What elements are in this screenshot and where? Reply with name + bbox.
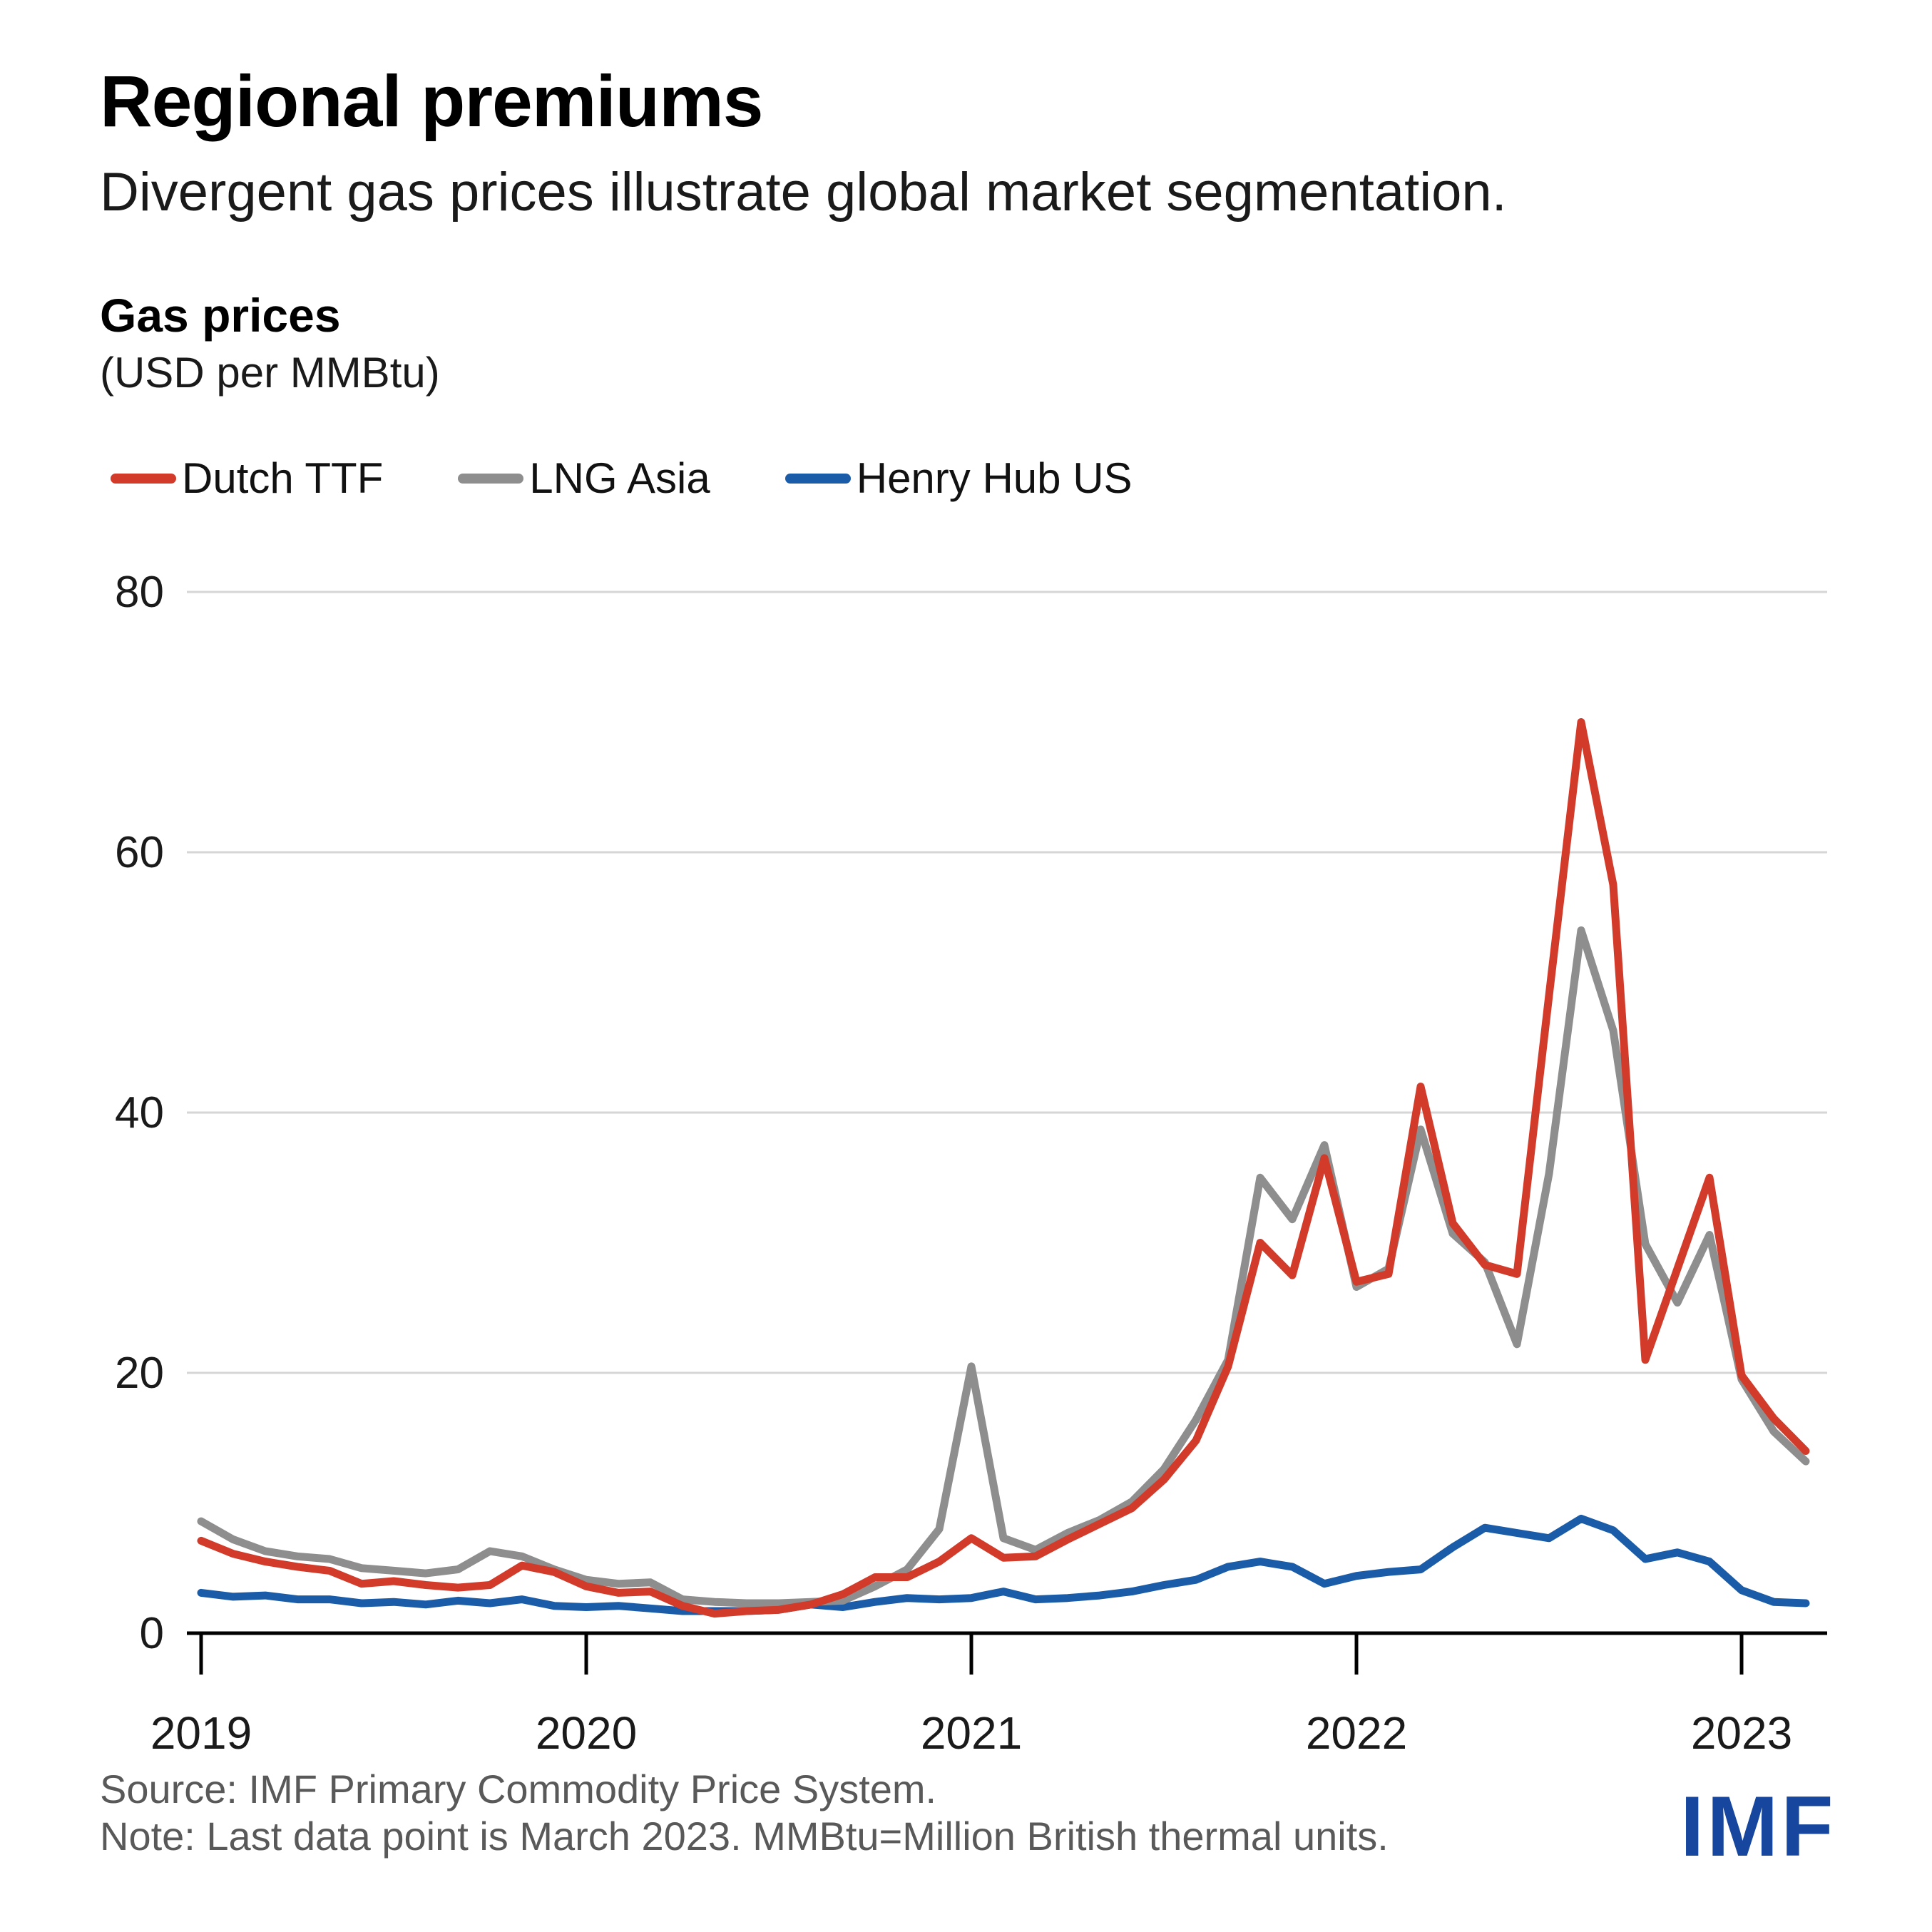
y-axis-label-0: 0 — [140, 1609, 164, 1658]
y-axis-label-60: 60 — [115, 828, 164, 877]
chart-heading: Gas prices — [100, 289, 341, 342]
legend-item-lng-asia: LNG Asia — [458, 454, 710, 503]
x-axis-label-2023: 2023 — [1691, 1707, 1792, 1759]
chart-legend: Dutch TTF LNG Asia Henry Hub US — [111, 454, 1207, 503]
x-axis-label-2022: 2022 — [1306, 1707, 1407, 1759]
legend-label: Henry Hub US — [856, 454, 1133, 502]
y-axis-label-40: 40 — [115, 1088, 164, 1138]
lng-asia-line-swatch-icon — [458, 473, 524, 484]
series-line-lng-asia — [197, 926, 1810, 1608]
legend-item-dutch-ttf: Dutch TTF — [111, 454, 383, 503]
x-axis-label-2021: 2021 — [921, 1707, 1022, 1759]
series-line-henry-hub-us — [197, 1514, 1810, 1615]
page-subtitle: Divergent gas prices illustrate global m… — [100, 162, 1507, 223]
dutch-ttf-line-swatch-icon — [111, 473, 176, 484]
henry-hub-us-line-swatch-icon — [784, 473, 851, 484]
y-axis-label-80: 80 — [115, 568, 164, 617]
note-text: Note: Last data point is March 2023. MMB… — [100, 1814, 1389, 1859]
page-title: Regional premiums — [100, 61, 764, 142]
x-axis-label-2019: 2019 — [150, 1707, 252, 1759]
legend-label: Dutch TTF — [182, 454, 384, 502]
series-line-dutch-ttf — [197, 718, 1810, 1618]
y-axis-label-20: 20 — [115, 1349, 164, 1398]
imf-logo: IMF — [1680, 1779, 1836, 1874]
legend-item-henry-hub-us: Henry Hub US — [784, 454, 1133, 503]
legend-label: LNG Asia — [529, 454, 710, 502]
chart-unit-label: (USD per MMBtu) — [100, 349, 440, 397]
source-text: Source: IMF Primary Commodity Price Syst… — [100, 1767, 937, 1811]
x-axis-label-2020: 2020 — [536, 1707, 637, 1759]
